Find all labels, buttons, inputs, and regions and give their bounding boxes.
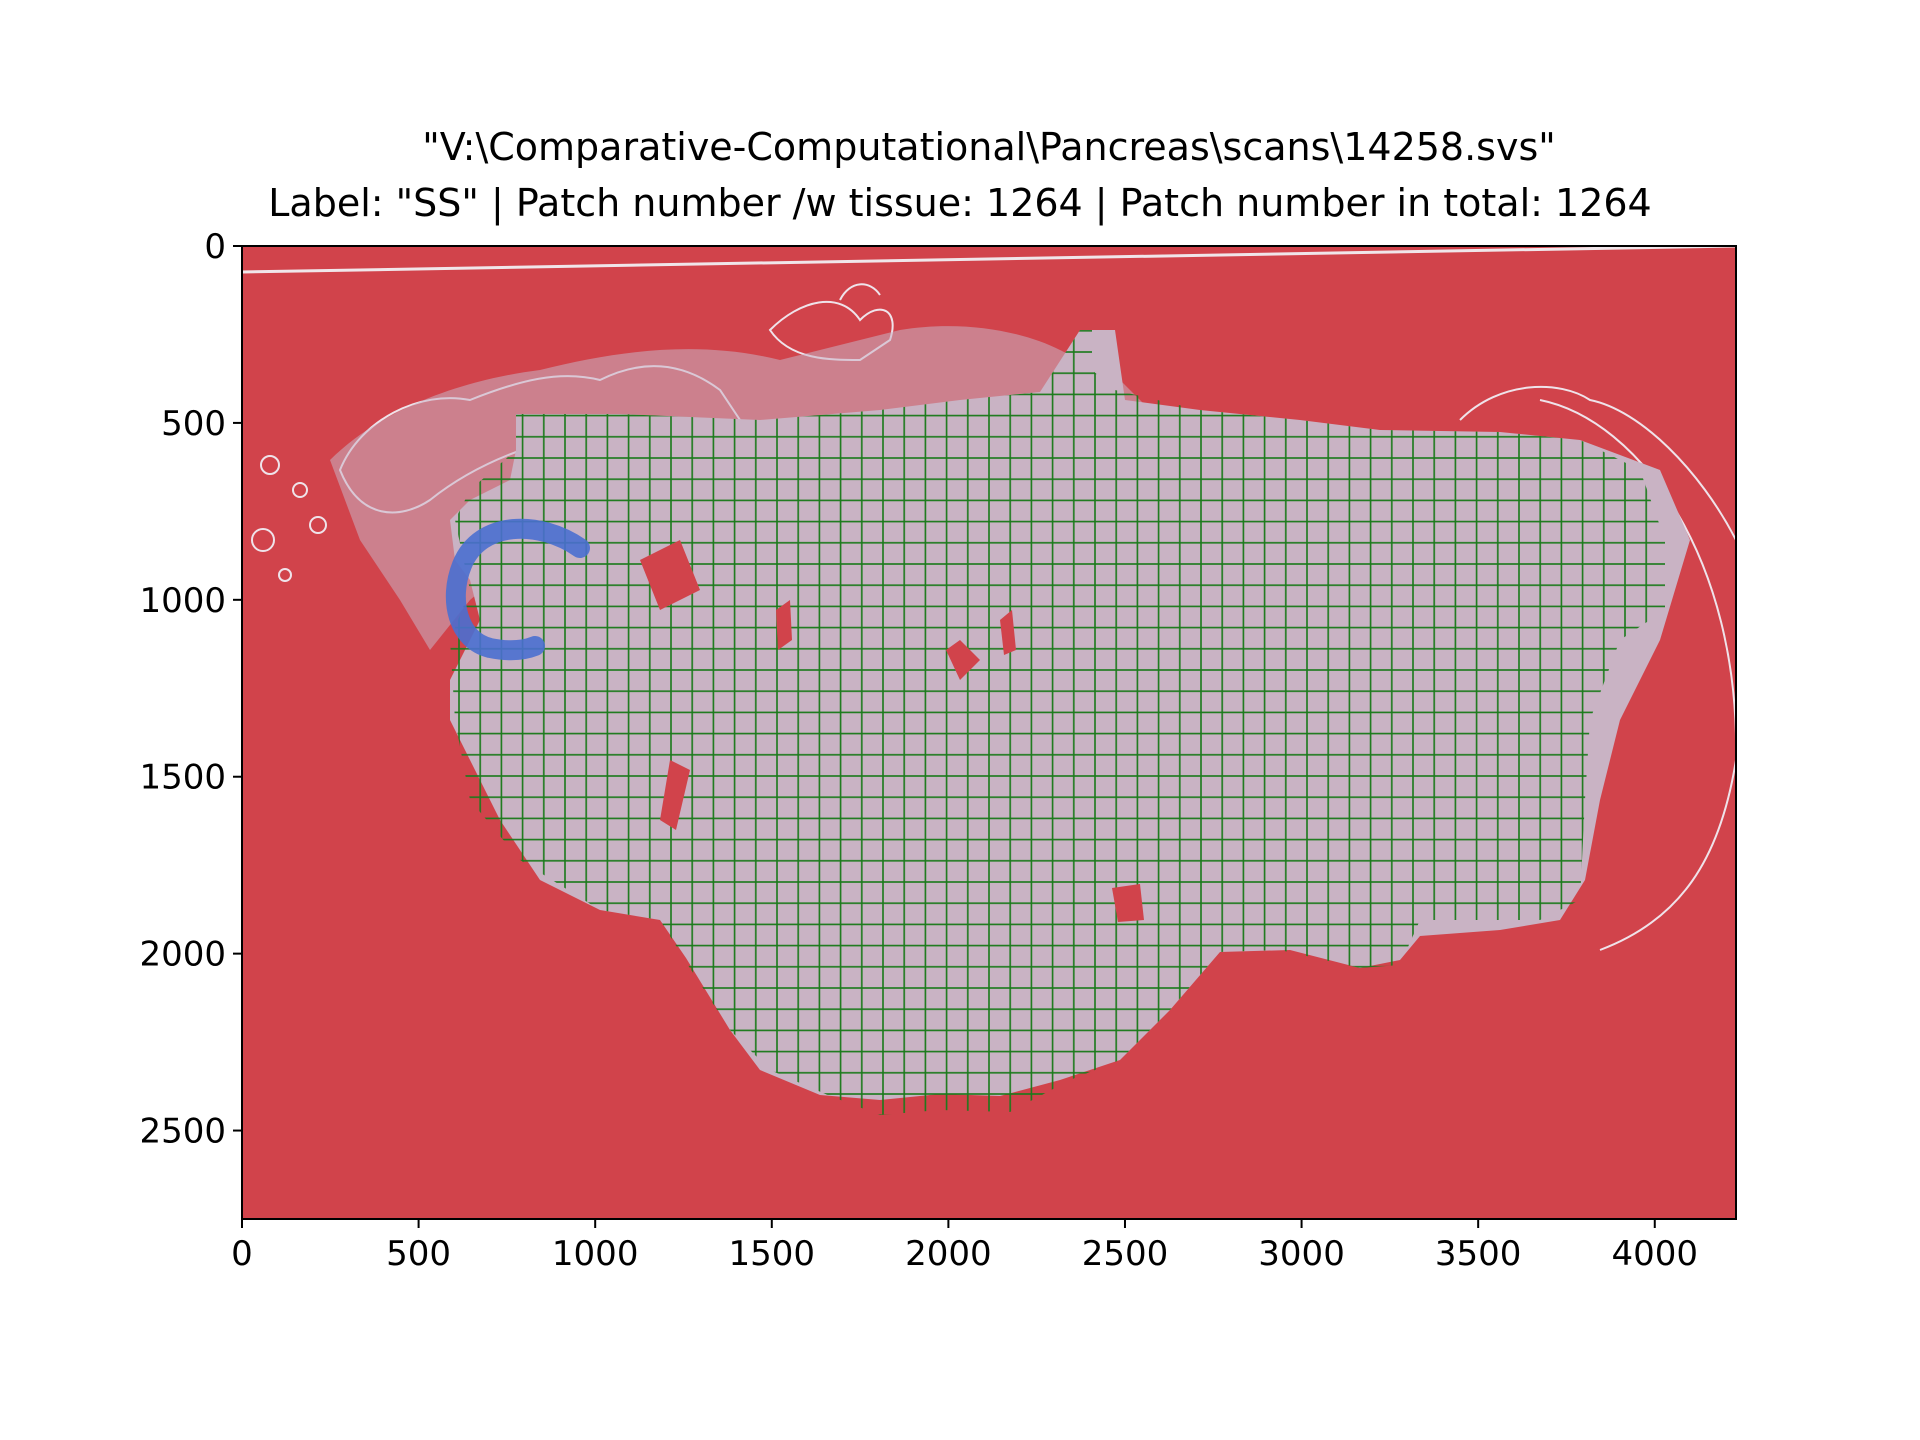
- patch-grid: [450, 330, 1665, 1115]
- x-tick-label: 1000: [552, 1234, 639, 1274]
- x-axis: 0 500 1000 1500 2000 2500 3000 3500 4000: [231, 1219, 1698, 1274]
- tissue-holes: [640, 540, 1144, 922]
- x-tick-label: 2000: [905, 1234, 992, 1274]
- pen-marker: [445, 518, 590, 661]
- chart-title-line-2: Label: "SS" | Patch number /w tissue: 12…: [268, 181, 1651, 226]
- y-tick-label: 1000: [139, 581, 226, 621]
- y-axis: 0 500 1000 1500 2000 2500: [139, 227, 242, 1152]
- y-tick-label: 2500: [139, 1112, 226, 1152]
- slide-edge-line: [242, 246, 1736, 274]
- x-tick-label: 3500: [1435, 1234, 1522, 1274]
- x-tick-label: 500: [386, 1234, 451, 1274]
- x-tick-label: 0: [231, 1234, 253, 1274]
- y-tick-label: 1500: [139, 758, 226, 798]
- x-tick-label: 3000: [1258, 1234, 1345, 1274]
- y-tick-label: 500: [161, 404, 226, 444]
- y-tick-label: 2000: [139, 935, 226, 975]
- x-tick-label: 1500: [729, 1234, 816, 1274]
- plot-frame: [241, 245, 1737, 1220]
- x-tick-label: 4000: [1612, 1234, 1699, 1274]
- y-tick-label: 0: [204, 227, 226, 267]
- chart-title-line-1: "V:\Comparative-Computational\Pancreas\s…: [422, 125, 1555, 169]
- x-tick-label: 2500: [1082, 1234, 1169, 1274]
